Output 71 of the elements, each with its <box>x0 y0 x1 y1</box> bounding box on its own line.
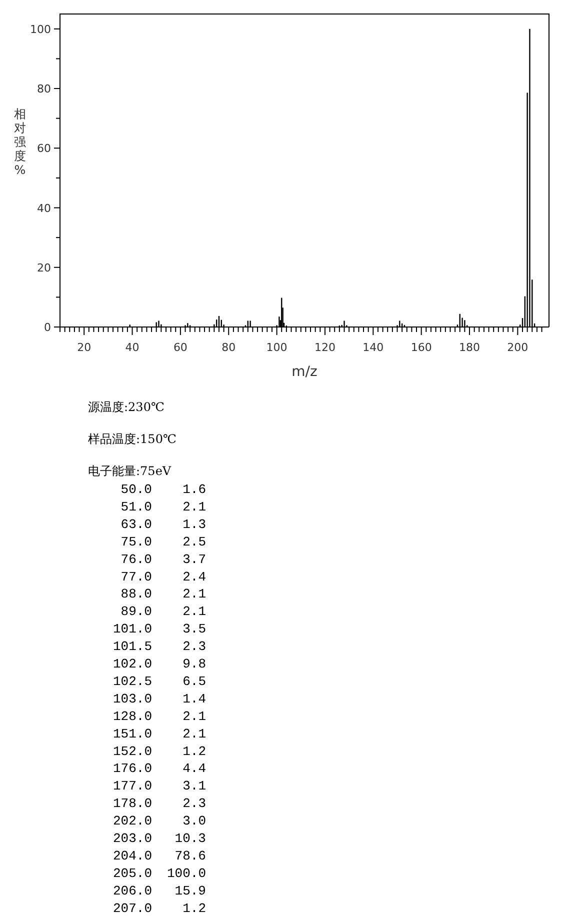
category-label: 151.0 <box>112 726 152 742</box>
data-label: 3.5 <box>182 622 206 637</box>
data-label: 2.1 <box>182 708 206 724</box>
category-label: 76.0 <box>120 552 152 567</box>
data-label: 1.2 <box>182 900 206 916</box>
category-label: 178.0 <box>112 796 152 812</box>
category-label: 103.0 <box>112 691 152 706</box>
data-label: 3.0 <box>182 814 206 829</box>
x-tick-label: 200 <box>507 341 528 354</box>
text: 源温度:230℃ <box>88 400 164 414</box>
category-label: 101.5 <box>112 639 152 654</box>
data-label: 2.1 <box>182 499 206 514</box>
data-label: 6.5 <box>182 674 206 689</box>
category-label: 75.0 <box>120 534 152 550</box>
x-tick-label: 180 <box>459 341 480 354</box>
category-label: 77.0 <box>120 569 152 584</box>
y-tick-label: 100 <box>30 22 51 36</box>
text: 电子能量:75eV <box>88 464 172 478</box>
category-label: 176.0 <box>112 761 152 776</box>
data-label: 1.2 <box>182 744 206 759</box>
text: 样品温度:150℃ <box>88 432 176 446</box>
category-label: 89.0 <box>120 604 152 620</box>
data-label: 10.3 <box>174 831 206 846</box>
category-label: 102.5 <box>112 674 152 689</box>
x-tick-label: 80 <box>222 341 236 354</box>
y-tick-label: 80 <box>37 82 51 96</box>
data-label: 2.1 <box>182 726 206 742</box>
data-label: 1.4 <box>182 691 206 706</box>
category-label: 50.0 <box>120 482 152 497</box>
category-label: 202.0 <box>112 814 152 829</box>
category-label: 177.0 <box>112 778 152 794</box>
x-tick-label: 40 <box>125 341 140 354</box>
data-label: 2.1 <box>182 586 206 602</box>
data-label: 2.3 <box>182 796 206 812</box>
data-label: 15.9 <box>174 883 206 898</box>
y-tick-label: 20 <box>37 261 51 274</box>
data-label: 4.4 <box>182 761 206 776</box>
x-tick-label: 160 <box>410 341 432 354</box>
category-label: 102.0 <box>112 656 152 672</box>
data-label: 2.1 <box>182 604 206 620</box>
y-tick-label: 60 <box>37 142 51 156</box>
data-label: 78.6 <box>174 848 206 864</box>
category-label: 205.0 <box>112 866 152 881</box>
x-tick-label: 120 <box>314 341 336 354</box>
x-tick-label: 20 <box>77 341 92 354</box>
y-tick-label: 0 <box>44 321 51 334</box>
data-label: 2.5 <box>182 534 206 550</box>
category-label: 204.0 <box>112 848 152 864</box>
data-label: 9.8 <box>182 656 206 672</box>
data-label: 100.0 <box>166 866 206 881</box>
x-tick-label: 140 <box>362 341 384 354</box>
category-label: 152.0 <box>112 744 152 759</box>
y-tick-label: 40 <box>37 202 51 215</box>
data-label: 1.3 <box>182 516 206 532</box>
data-label: 2.3 <box>182 639 206 654</box>
x-tick-label: 100 <box>266 341 288 354</box>
data-label: 3.1 <box>182 778 206 794</box>
category-label: 51.0 <box>120 499 152 514</box>
category-label: 203.0 <box>112 831 152 846</box>
data-label: 1.6 <box>182 482 206 497</box>
data-label: 2.4 <box>182 569 206 584</box>
x-axis-title: m/z <box>292 364 318 380</box>
y-axis-title: 相对强度% <box>14 107 26 177</box>
category-label: 88.0 <box>120 586 152 602</box>
category-label: 63.0 <box>120 516 152 532</box>
category-label: 207.0 <box>112 900 152 916</box>
data-label: 3.7 <box>182 552 206 567</box>
category-label: 128.0 <box>112 708 152 724</box>
x-tick-label: 60 <box>173 341 188 354</box>
category-label: 101.0 <box>112 622 152 637</box>
category-label: 206.0 <box>112 883 152 898</box>
